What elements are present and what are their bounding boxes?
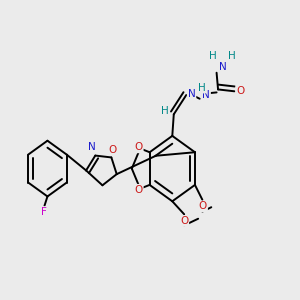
Text: N: N xyxy=(188,88,196,98)
Text: H: H xyxy=(198,82,206,93)
Text: H: H xyxy=(161,106,169,116)
Text: O: O xyxy=(236,86,244,96)
Text: N: N xyxy=(88,142,96,152)
Text: O: O xyxy=(109,145,117,155)
Text: H: H xyxy=(228,51,235,61)
Text: O: O xyxy=(134,142,143,152)
Text: O: O xyxy=(134,185,143,195)
Text: O: O xyxy=(180,216,188,226)
Text: N: N xyxy=(202,90,210,100)
Text: N: N xyxy=(219,62,227,72)
Text: O: O xyxy=(199,202,207,212)
Text: F: F xyxy=(41,207,47,217)
Text: H: H xyxy=(209,51,217,61)
